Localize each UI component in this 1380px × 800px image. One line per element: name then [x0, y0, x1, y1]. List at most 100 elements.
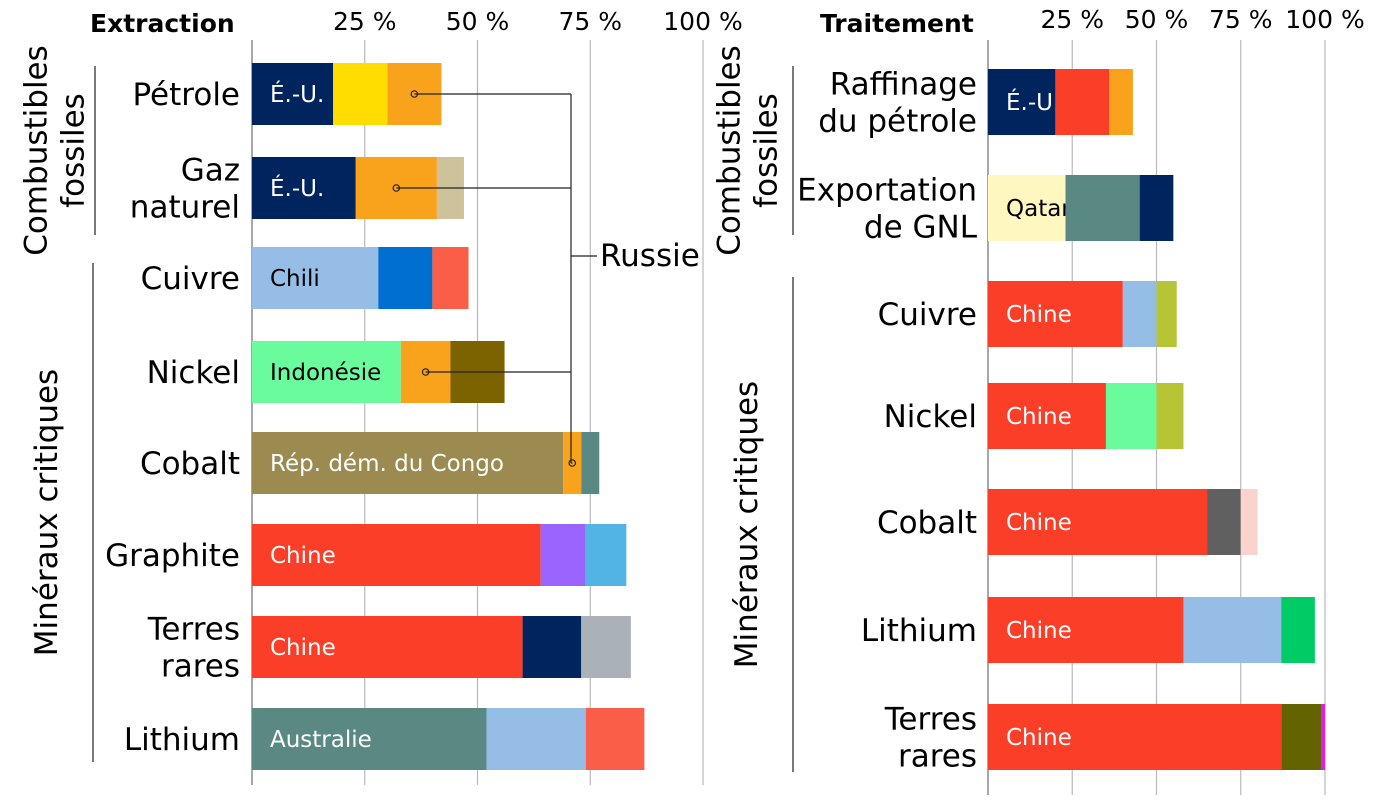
chart-title: Traitement: [820, 9, 974, 38]
bar-segment: [585, 708, 645, 770]
traitement-panel: Traitement 25 % 50 % 75 % 100 % Combustiblesf…: [712, 5, 1365, 795]
annotation-marker: [421, 368, 430, 376]
bar-segment: [1156, 281, 1177, 347]
bar-segment: [988, 704, 1282, 770]
bar-segment: [1281, 704, 1322, 770]
category-label-line: Raffinage: [830, 67, 977, 103]
bar-segment: [378, 247, 433, 309]
category-label: Raffinage du pétrole: [818, 67, 977, 140]
category-label: Lithium: [861, 613, 977, 649]
bar-segment-label: É.-U.: [270, 80, 324, 108]
category-label-line: Lithium: [861, 613, 977, 649]
bar-segment: [1055, 69, 1110, 135]
bar-segment: [1240, 489, 1258, 555]
category-label: Gaz naturel: [130, 153, 240, 226]
bar-segment: [252, 63, 334, 125]
bar-segment: [1109, 69, 1133, 135]
group-label: Minéraux critiques: [29, 369, 65, 656]
group-label-line: Minéraux critiques: [729, 381, 765, 668]
bar-segment: [252, 708, 487, 770]
category-label-line: Lithium: [124, 722, 240, 758]
category-label-line: rares: [898, 739, 977, 775]
x-tick-label: 75 %: [558, 7, 622, 36]
bar-segment-label: Qatar: [1006, 196, 1071, 222]
category-label-line: Nickel: [147, 355, 240, 391]
group-label-line: Combustibles: [712, 45, 748, 256]
category-label: Cuivre: [141, 261, 240, 297]
category-label: Terres rares: [147, 612, 240, 685]
category-label-line: Cobalt: [877, 505, 977, 541]
group-label-line: Minéraux critiques: [29, 369, 65, 656]
bar-segment-label: Chili: [270, 266, 320, 292]
group-label-line: fossiles: [749, 93, 785, 208]
category-label-line: Cuivre: [878, 297, 977, 333]
category-label: Graphite: [105, 538, 240, 574]
bar-segment: [988, 489, 1208, 555]
annotation-marker: [392, 184, 401, 192]
bar-segment: [1207, 489, 1241, 555]
category-label: Terres rares: [884, 702, 977, 775]
bar-segment-label: Chine: [1006, 725, 1072, 751]
extraction-panel: Extraction 25 % 50 % 75 % 100 % Combustiblesf…: [19, 7, 743, 785]
bar-segment: [581, 616, 631, 678]
annotation-label: Russie: [600, 238, 700, 274]
bar-segment: [988, 175, 1066, 241]
group-label: Combustiblesfossiles: [19, 45, 92, 256]
bar-segment: [988, 69, 1056, 135]
bar-segment: [988, 597, 1184, 663]
bar-segment: [1281, 597, 1315, 663]
category-label: Exportation de GNL: [797, 173, 978, 246]
annotation-marker: [568, 459, 577, 467]
bar-segment: [252, 341, 401, 403]
category-label: Lithium: [124, 722, 240, 758]
bar-segment: [1122, 281, 1157, 347]
x-tick-label: 50 %: [1125, 5, 1189, 34]
bar-segment: [1183, 597, 1282, 663]
category-label-line: Terres: [147, 612, 240, 648]
bar-segment-label: Chine: [270, 635, 336, 661]
category-label: Cobalt: [877, 505, 977, 541]
bar-segment: [1065, 175, 1140, 241]
bar-segment: [1156, 383, 1184, 449]
bar-segment: [252, 524, 541, 586]
group-label-line: Combustibles: [19, 45, 55, 256]
annotation-marker: [410, 90, 419, 98]
bar-segment-label: É.-U.: [270, 174, 324, 202]
category-label: Cuivre: [878, 297, 977, 333]
category-label-line: Gaz: [181, 153, 240, 189]
x-tick-label: 75 %: [1209, 5, 1273, 34]
group-label-line: fossiles: [56, 93, 92, 208]
bar-segment: [988, 383, 1106, 449]
category-label: Nickel: [147, 355, 240, 391]
chart-title: Extraction: [90, 9, 235, 38]
bar-segment: [988, 281, 1123, 347]
category-label: Nickel: [884, 399, 977, 435]
bar-segment-label: Australie: [270, 727, 372, 753]
category-label-line: de GNL: [864, 210, 978, 246]
x-tick-label: 25 %: [1040, 5, 1104, 34]
bar-segment: [252, 247, 379, 309]
bar-segment: [432, 247, 469, 309]
category-label-line: naturel: [130, 190, 240, 226]
category-label-line: Pétrole: [132, 77, 240, 113]
group-label: Combustiblesfossiles: [712, 45, 785, 256]
x-tick-label: 100 %: [663, 7, 742, 36]
bar-segment-label: Chine: [1006, 404, 1072, 430]
category-label-line: Nickel: [884, 399, 977, 435]
bar-segment: [333, 63, 388, 125]
category-label-line: Graphite: [105, 538, 240, 574]
bar-segment: [581, 432, 600, 494]
bar-segment-label: Chine: [1006, 302, 1072, 328]
bar-segment: [252, 157, 356, 219]
category-label-line: du pétrole: [818, 104, 977, 140]
category-label-line: Terres: [884, 702, 977, 738]
bar-segment: [252, 432, 564, 494]
bar-segment-label: Chine: [1006, 618, 1072, 644]
x-tick-label: 50 %: [446, 7, 510, 36]
bar-segment-label: Chine: [270, 543, 336, 569]
bar-segment-label: Chine: [1006, 510, 1072, 536]
bar-segment-label: Indonésie: [270, 360, 381, 386]
bar-segment-label: É.-U.: [1006, 88, 1060, 116]
bar-segment: [1321, 704, 1325, 770]
